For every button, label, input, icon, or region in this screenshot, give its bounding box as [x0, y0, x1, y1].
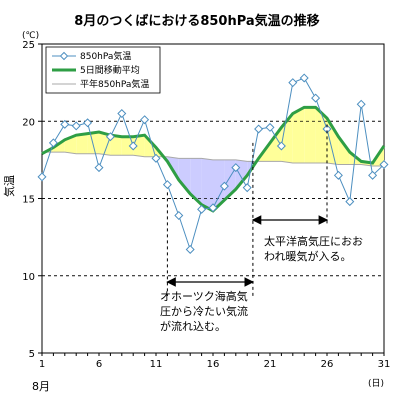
x-tick-label: 16: [207, 359, 220, 370]
data-point-daily-temperature: [60, 119, 70, 129]
fill-above-normal: [270, 127, 282, 162]
x-tick-label: 11: [150, 359, 163, 370]
data-point-daily-temperature: [151, 153, 161, 163]
data-point-daily-temperature: [219, 181, 229, 191]
x-tick-label: 21: [264, 359, 277, 370]
data-point-daily-temperature: [162, 180, 172, 190]
y-tick-label: 20: [22, 117, 35, 128]
data-point-daily-temperature: [265, 122, 275, 132]
legend-label: 5日間移動平均: [80, 64, 140, 76]
x-tick-label: 6: [96, 359, 102, 370]
data-point-daily-temperature: [254, 124, 264, 134]
data-point-daily-temperature: [368, 170, 378, 180]
legend-label: 850hPa気温: [80, 50, 131, 62]
data-point-daily-temperature: [37, 172, 47, 182]
fill-above-normal: [304, 107, 316, 163]
x-unit-label: (日): [368, 378, 384, 389]
fill-above-normal: [87, 132, 99, 154]
legend-label: 平年850hPa気温: [80, 78, 149, 90]
data-point-daily-temperature: [140, 115, 150, 125]
annotation-text-warm: 太平洋高気圧におお: [264, 234, 363, 248]
fill-above-normal: [144, 135, 156, 157]
y-tick-label: 25: [22, 40, 35, 51]
data-point-daily-temperature: [185, 244, 195, 254]
fill-below-normal: [178, 158, 191, 194]
data-point-daily-temperature: [94, 163, 104, 173]
y-tick-label: 5: [29, 349, 35, 360]
fill-below-normal: [201, 158, 213, 211]
data-point-daily-temperature: [288, 78, 298, 88]
annotation-text-cold: 圧から冷たい気流: [160, 304, 248, 318]
data-point-daily-temperature: [276, 141, 286, 151]
data-point-daily-temperature: [311, 93, 321, 103]
data-point-daily-temperature: [231, 163, 241, 173]
data-point-daily-temperature: [242, 183, 252, 193]
data-point-daily-temperature: [345, 197, 355, 207]
data-point-daily-temperature: [48, 138, 58, 148]
data-point-daily-temperature: [208, 203, 218, 213]
fill-below-normal: [213, 159, 225, 211]
annotation-text-cold: オホーツク海高気: [160, 289, 248, 303]
data-point-daily-temperature: [299, 73, 309, 83]
fill-above-normal: [110, 135, 122, 156]
fill-above-normal: [76, 133, 88, 154]
fill-above-normal: [121, 136, 134, 156]
data-point-daily-temperature: [83, 118, 93, 128]
y-axis-title: 気温: [2, 175, 16, 197]
data-point-daily-temperature: [174, 210, 184, 221]
x-tick-label: 26: [321, 359, 334, 370]
data-point-daily-temperature: [333, 170, 343, 180]
fill-below-normal: [190, 158, 202, 205]
data-point-daily-temperature: [105, 132, 115, 142]
x-tick-label: 31: [378, 359, 391, 370]
annotation-text-cold: が流れ込む。: [160, 319, 226, 333]
data-point-daily-temperature: [197, 204, 207, 214]
fill-above-normal: [338, 136, 350, 165]
data-point-daily-temperature: [128, 141, 138, 151]
y-tick-label: 10: [22, 272, 35, 283]
legend-marker-daily-temperature: [59, 51, 69, 61]
chart-title: 8月のつくばにおける850hPa気温の推移: [74, 13, 319, 29]
x-tick-label: 1: [39, 359, 45, 370]
y-unit-label: (℃): [22, 31, 39, 41]
data-point-daily-temperature: [117, 109, 127, 119]
data-point-daily-temperature: [356, 99, 366, 109]
data-point-daily-temperature: [379, 160, 389, 170]
fill-above-normal: [292, 107, 305, 163]
data-point-daily-temperature: [71, 121, 81, 131]
x-axis-title: 8月: [32, 380, 50, 393]
y-tick-label: 15: [22, 195, 35, 206]
annotation-text-warm: われ暖気が入る。: [264, 249, 351, 263]
